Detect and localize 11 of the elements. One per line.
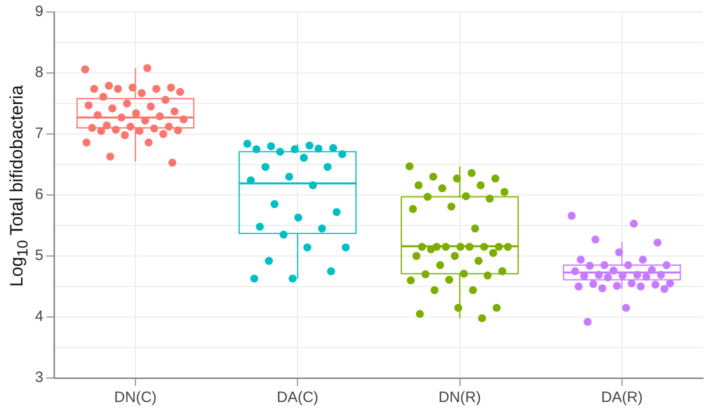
y-tick-label: 7 xyxy=(35,125,44,142)
y-tick-label: 4 xyxy=(35,308,44,326)
x-tick-label: DN(R) xyxy=(438,389,482,406)
x-tick-label: DN(C) xyxy=(114,389,157,406)
x-tick-label: DA(C) xyxy=(276,389,318,406)
y-tick-label: 6 xyxy=(35,186,44,204)
y-tick-label: 3 xyxy=(35,369,44,386)
y-tick-label: 5 xyxy=(35,247,44,264)
x-tick-label: DA(R) xyxy=(601,389,643,406)
y-tick-label: 8 xyxy=(35,64,44,82)
y-tick-label: 9 xyxy=(35,3,44,20)
